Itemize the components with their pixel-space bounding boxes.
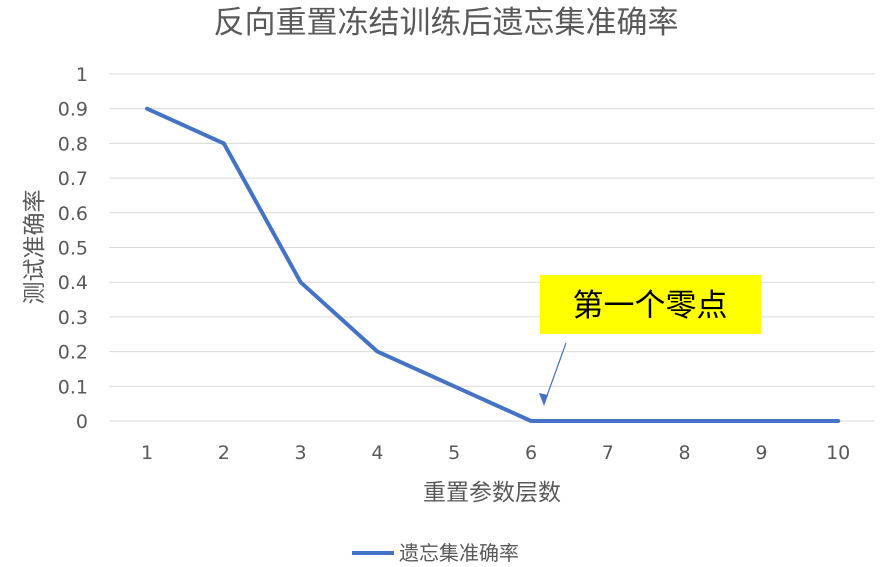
y-tick-label: 0.8 (58, 133, 88, 155)
data-point (375, 350, 379, 354)
data-point (759, 419, 763, 423)
x-tick-label: 5 (448, 442, 460, 464)
x-tick-label: 6 (525, 442, 537, 464)
y-tick-label: 0 (76, 411, 88, 433)
chart-title: 反向重置冻结训练后遗忘集准确率 (214, 5, 679, 41)
data-point (222, 141, 226, 145)
y-tick-label: 0.5 (58, 238, 88, 260)
gridlines (109, 73, 875, 422)
x-tick-label: 1 (141, 442, 153, 464)
y-tick-label: 0.2 (58, 342, 88, 364)
data-point (145, 107, 149, 111)
annotation: 第一个零点 (539, 275, 761, 406)
y-tick-label: 0.9 (58, 99, 88, 121)
data-point (836, 419, 840, 423)
x-tick-label: 4 (371, 442, 383, 464)
legend: 遗忘集准确率 (352, 541, 519, 565)
y-tick-label: 0.6 (58, 203, 88, 225)
annotation-arrow (543, 342, 567, 405)
data-point (683, 419, 687, 423)
legend-label: 遗忘集准确率 (399, 541, 519, 565)
y-tick-label: 0.3 (58, 307, 88, 329)
x-tick-label: 8 (679, 442, 691, 464)
data-point (606, 419, 610, 423)
x-tick-label: 9 (755, 442, 767, 464)
x-tick-label: 10 (826, 442, 850, 464)
data-point (299, 280, 303, 284)
x-tick-label: 3 (295, 442, 307, 464)
y-axis-ticks: 0 0.1 0.2 0.3 0.4 0.5 0.6 0.7 0.8 0.9 1 (58, 64, 88, 433)
y-axis-label: 测试准确率 (22, 190, 48, 305)
annotation-text: 第一个零点 (573, 288, 728, 324)
y-tick-label: 0.7 (58, 168, 88, 190)
annotation-arrowhead (539, 393, 548, 406)
series-line (145, 106, 841, 423)
y-tick-label: 0.1 (58, 376, 88, 398)
series-layer (145, 106, 841, 423)
x-tick-label: 7 (602, 442, 614, 464)
y-tick-label: 0.4 (58, 272, 88, 294)
data-point (452, 384, 456, 388)
x-tick-label: 2 (218, 442, 230, 464)
annotation-box (540, 275, 761, 334)
y-tick-label: 1 (76, 64, 88, 86)
x-axis-label: 重置参数层数 (423, 480, 561, 506)
data-point (529, 419, 533, 423)
x-axis-ticks: 1 2 3 4 5 6 7 8 9 10 (141, 442, 850, 464)
